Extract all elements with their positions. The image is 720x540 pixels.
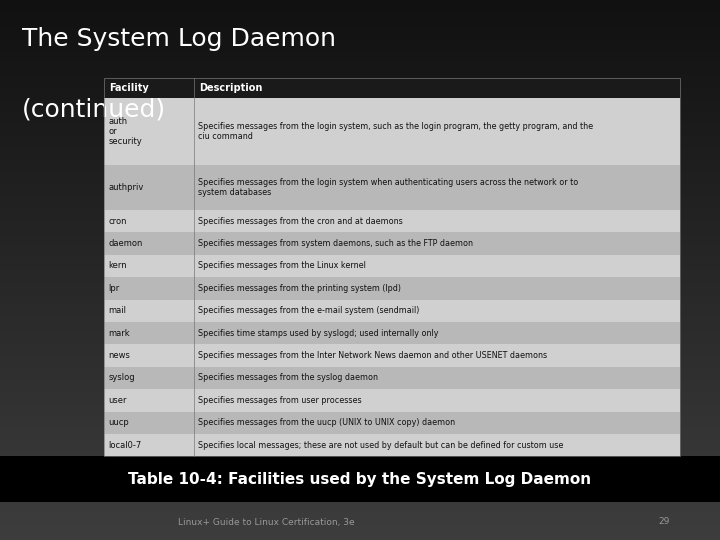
Text: Specifies messages from the uucp (UNIX to UNIX copy) daemon: Specifies messages from the uucp (UNIX t… [198, 418, 455, 427]
Bar [104, 165, 680, 210]
Text: authpriv: authpriv [109, 183, 144, 192]
Text: The System Log Daemon: The System Log Daemon [22, 27, 336, 51]
Text: Specifies messages from the login system, such as the login program, the getty p: Specifies messages from the login system… [198, 122, 593, 141]
Text: daemon: daemon [109, 239, 143, 248]
Text: mark: mark [109, 329, 130, 338]
Text: 29: 29 [658, 517, 670, 526]
Text: Specifies messages from the printing system (lpd): Specifies messages from the printing sys… [198, 284, 401, 293]
Bar [104, 322, 680, 345]
Text: Specifies time stamps used by syslogd; used internally only: Specifies time stamps used by syslogd; u… [198, 329, 438, 338]
Text: Specifies messages from user processes: Specifies messages from user processes [198, 396, 361, 405]
Text: uucp: uucp [109, 418, 130, 427]
Bar [104, 300, 680, 322]
Bar [104, 389, 680, 411]
Text: Linux+ Guide to Linux Certification, 3e: Linux+ Guide to Linux Certification, 3e [178, 517, 355, 526]
Bar [104, 78, 680, 456]
Text: (continued): (continued) [22, 97, 166, 121]
Bar [104, 210, 680, 232]
Text: Specifies messages from system daemons, such as the FTP daemon: Specifies messages from system daemons, … [198, 239, 473, 248]
Text: cron: cron [109, 217, 127, 226]
Text: Specifies messages from the e-mail system (sendmail): Specifies messages from the e-mail syste… [198, 306, 419, 315]
Bar [104, 345, 680, 367]
Text: kern: kern [109, 261, 127, 271]
Text: news: news [109, 351, 130, 360]
Text: Specifies messages from the Inter Network News daemon and other USENET daemons: Specifies messages from the Inter Networ… [198, 351, 547, 360]
Text: auth
or
security: auth or security [109, 117, 143, 146]
Text: local0-7: local0-7 [109, 441, 142, 450]
Text: Specifies messages from the Linux kernel: Specifies messages from the Linux kernel [198, 261, 366, 271]
Text: Table 10-4: Facilities used by the System Log Daemon: Table 10-4: Facilities used by the Syste… [128, 472, 592, 487]
Bar [104, 232, 680, 255]
Text: mail: mail [109, 306, 127, 315]
Text: syslog: syslog [109, 374, 135, 382]
Bar [104, 434, 680, 456]
Text: Description: Description [199, 83, 262, 93]
Bar [104, 411, 680, 434]
Text: Specifies local messages; these are not used by default but can be defined for c: Specifies local messages; these are not … [198, 441, 563, 450]
Text: Specifies messages from the login system when authenticating users across the ne: Specifies messages from the login system… [198, 178, 578, 197]
Text: Specifies messages from the syslog daemon: Specifies messages from the syslog daemo… [198, 374, 378, 382]
Bar [104, 255, 680, 277]
Bar [104, 367, 680, 389]
Text: lpr: lpr [109, 284, 120, 293]
Bar [0, 456, 720, 502]
Bar [104, 78, 680, 98]
Text: Specifies messages from the cron and at daemons: Specifies messages from the cron and at … [198, 217, 402, 226]
Bar [104, 277, 680, 300]
Bar [104, 98, 680, 165]
Text: Facility: Facility [109, 83, 149, 93]
Text: user: user [109, 396, 127, 405]
